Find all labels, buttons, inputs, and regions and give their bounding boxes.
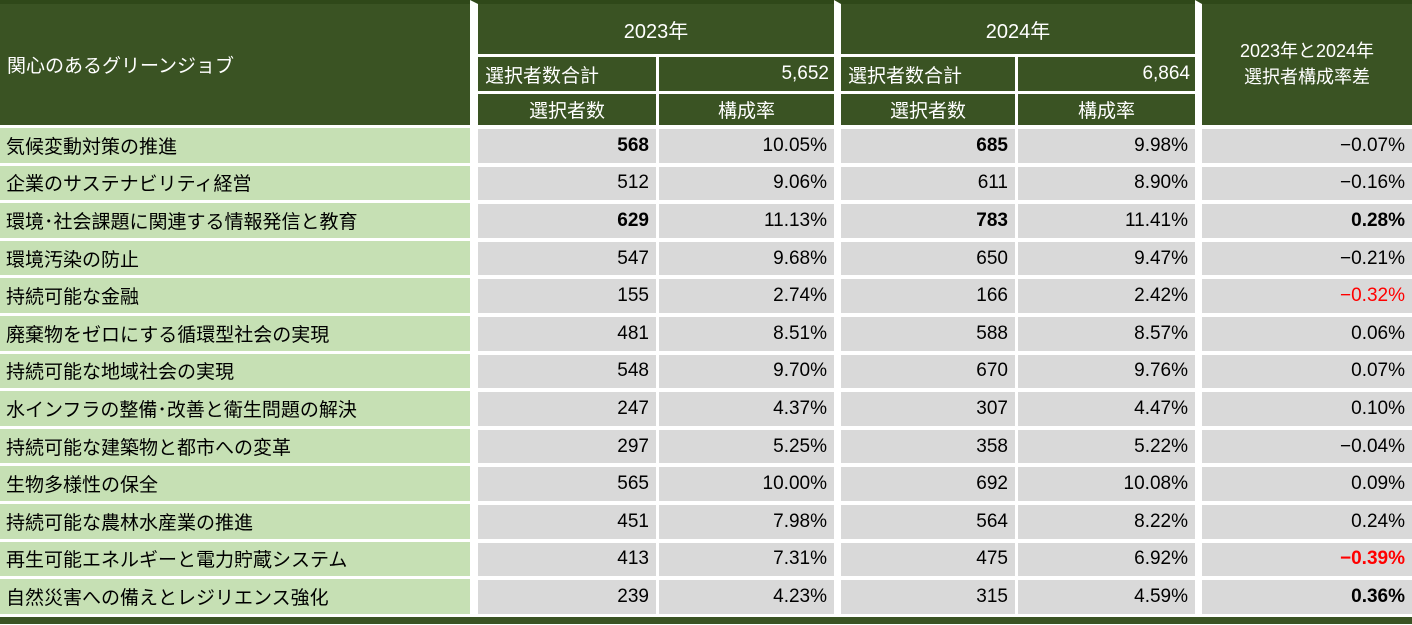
rate-column-header-2024: 構成率	[1015, 94, 1195, 128]
rate-2023-cell: 2.74%	[656, 278, 834, 316]
row-label: 環境汚染の防止	[0, 240, 470, 279]
count-2024-cell: 670	[834, 353, 1015, 392]
row-label: 水インフラの整備･改善と衛生問題の解決	[0, 391, 470, 429]
rate-2023-cell: 4.23%	[656, 579, 834, 617]
row-label: 環境･社会課題に関連する情報発信と教育	[0, 203, 470, 241]
row-label: 自然災害への備えとレジリエンス強化	[0, 579, 470, 617]
rate-2023-cell: 7.98%	[656, 503, 834, 542]
diff-cell: −0.16%	[1195, 165, 1412, 204]
diff-cell: 0.10%	[1195, 391, 1412, 429]
year-2023-header: 2023年	[470, 0, 834, 57]
rate-2024-cell: 10.08%	[1015, 466, 1195, 504]
rate-2024-cell: 6.92%	[1015, 541, 1195, 580]
count-2024-cell: 475	[834, 541, 1015, 580]
count-2023-cell: 247	[470, 391, 656, 429]
rate-2024-cell: 8.90%	[1015, 165, 1195, 204]
diff-cell: 0.09%	[1195, 466, 1412, 504]
rate-2024-cell: 9.47%	[1015, 240, 1195, 279]
year-2024-header: 2024年	[834, 0, 1195, 57]
rate-2023-cell: 5.25%	[656, 428, 834, 467]
diff-cell: 0.06%	[1195, 315, 1412, 354]
diff-column-header: 2023年と2024年 選択者構成率差	[1195, 0, 1412, 128]
count-2024-cell: 611	[834, 165, 1015, 204]
rate-2023-cell: 9.06%	[656, 165, 834, 204]
diff-cell: 0.24%	[1195, 503, 1412, 542]
rate-2023-cell: 10.00%	[656, 466, 834, 504]
row-label: 企業のサステナビリティ経営	[0, 165, 470, 204]
row-label: 持続可能な農林水産業の推進	[0, 503, 470, 542]
count-2023-cell: 629	[470, 203, 656, 241]
rate-column-header-2023: 構成率	[656, 94, 834, 128]
rate-2024-cell: 9.76%	[1015, 353, 1195, 392]
count-2023-cell: 297	[470, 428, 656, 467]
diff-header-line2: 選択者構成率差	[1244, 66, 1370, 87]
row-label: 持続可能な建築物と都市への変革	[0, 428, 470, 467]
count-2023-cell: 568	[470, 128, 656, 166]
count-2024-cell: 685	[834, 128, 1015, 166]
rate-2024-cell: 9.98%	[1015, 128, 1195, 166]
count-2023-cell: 155	[470, 278, 656, 316]
row-label: 生物多様性の保全	[0, 466, 470, 504]
diff-cell: −0.07%	[1195, 128, 1412, 166]
count-2024-cell: 315	[834, 579, 1015, 617]
count-2023-cell: 512	[470, 165, 656, 204]
diff-cell: 0.28%	[1195, 203, 1412, 241]
count-column-header-2023: 選択者数	[470, 94, 656, 128]
count-2023-cell: 547	[470, 240, 656, 279]
rate-2023-cell: 7.31%	[656, 541, 834, 580]
row-label: 気候変動対策の推進	[0, 128, 470, 166]
total-label-2023: 選択者数合計	[470, 57, 656, 94]
rate-2024-cell: 4.47%	[1015, 391, 1195, 429]
rate-2023-cell: 10.05%	[656, 128, 834, 166]
count-2023-cell: 413	[470, 541, 656, 580]
count-2023-cell: 481	[470, 315, 656, 354]
rate-2024-cell: 2.42%	[1015, 278, 1195, 316]
diff-cell: −0.39%	[1195, 541, 1412, 580]
rate-2023-cell: 8.51%	[656, 315, 834, 354]
diff-cell: −0.32%	[1195, 278, 1412, 316]
row-label: 再生可能エネルギーと電力貯蔵システム	[0, 541, 470, 580]
count-2024-cell: 650	[834, 240, 1015, 279]
rate-2023-cell: 9.68%	[656, 240, 834, 279]
row-label: 廃棄物をゼロにする循環型社会の実現	[0, 315, 470, 354]
count-2024-cell: 307	[834, 391, 1015, 429]
diff-cell: 0.36%	[1195, 579, 1412, 617]
count-2023-cell: 239	[470, 579, 656, 617]
row-label: 持続可能な地域社会の実現	[0, 353, 470, 392]
table-bottom-border	[0, 616, 1412, 624]
rate-2024-cell: 8.57%	[1015, 315, 1195, 354]
count-2023-cell: 451	[470, 503, 656, 542]
table-title: 関心のあるグリーンジョブ	[0, 0, 470, 128]
rate-2023-cell: 4.37%	[656, 391, 834, 429]
count-2024-cell: 588	[834, 315, 1015, 354]
total-value-2023: 5,652	[656, 57, 834, 94]
rate-2024-cell: 4.59%	[1015, 579, 1195, 617]
total-label-2024: 選択者数合計	[834, 57, 1015, 94]
count-2024-cell: 358	[834, 428, 1015, 467]
count-column-header-2024: 選択者数	[834, 94, 1015, 128]
diff-cell: −0.04%	[1195, 428, 1412, 467]
rate-2024-cell: 8.22%	[1015, 503, 1195, 542]
count-2024-cell: 564	[834, 503, 1015, 542]
diff-header-line1: 2023年と2024年	[1239, 41, 1375, 62]
rate-2024-cell: 5.22%	[1015, 428, 1195, 467]
diff-cell: −0.21%	[1195, 240, 1412, 279]
rate-2023-cell: 9.70%	[656, 353, 834, 392]
row-label: 持続可能な金融	[0, 278, 470, 316]
diff-cell: 0.07%	[1195, 353, 1412, 392]
count-2023-cell: 548	[470, 353, 656, 392]
count-2024-cell: 783	[834, 203, 1015, 241]
count-2024-cell: 692	[834, 466, 1015, 504]
count-2024-cell: 166	[834, 278, 1015, 316]
count-2023-cell: 565	[470, 466, 656, 504]
rate-2023-cell: 11.13%	[656, 203, 834, 241]
rate-2024-cell: 11.41%	[1015, 203, 1195, 241]
total-value-2024: 6,864	[1015, 57, 1195, 94]
